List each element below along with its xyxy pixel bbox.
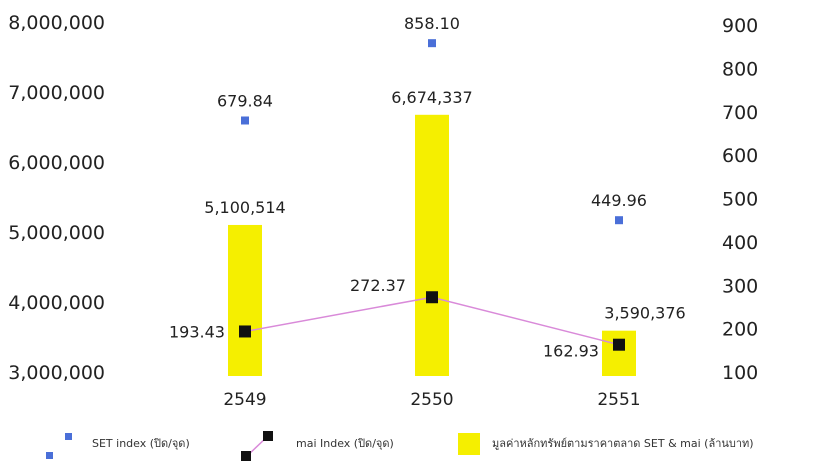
- right-tick-label: 500: [722, 189, 758, 211]
- mai-index-point: [426, 291, 438, 304]
- right-tick-label: 900: [722, 15, 758, 37]
- legend-set-label: SET index (ปิด/จุด): [92, 437, 190, 450]
- bar-value-label: 5,100,514: [204, 198, 285, 217]
- legend-bar-label: มูลค่าหลักทรัพย์ตามราคาตลาด SET & mai (ล…: [492, 437, 754, 450]
- set-index-label: 449.96: [591, 191, 647, 210]
- set-index-point: [615, 216, 623, 225]
- bar-value-label: 3,590,376: [604, 304, 685, 323]
- x-axis-labels: 2549 2550 2551: [223, 390, 640, 410]
- left-tick-label: 8,000,000: [8, 12, 105, 34]
- market-value-bar: [415, 114, 449, 376]
- set-index-label: 858.10: [404, 14, 460, 33]
- bars: [228, 114, 636, 376]
- legend-set-swatch: [46, 452, 53, 459]
- legend-market-value: มูลค่าหลักทรัพย์ตามราคาตลาด SET & mai (ล…: [458, 433, 754, 455]
- category-label: 2551: [597, 390, 640, 410]
- legend-bar-swatch: [458, 433, 480, 455]
- legend-mai-label: mai Index (ปิด/จุด): [296, 437, 394, 450]
- market-value-bar: [602, 330, 636, 376]
- left-tick-label: 4,000,000: [8, 292, 105, 314]
- legend-mai-swatch: [263, 431, 273, 441]
- market-value-bar: [228, 224, 262, 376]
- category-label: 2550: [410, 390, 453, 410]
- data-labels: 5,100,514 6,674,337 3,590,376 679.84 858.10 4…: [169, 14, 686, 361]
- category-label: 2549: [223, 390, 266, 410]
- right-tick-label: 200: [722, 319, 758, 341]
- legend-set-index: SET index (ปิด/จุด): [46, 433, 190, 459]
- right-tick-label: 600: [722, 145, 758, 167]
- legend-set-swatch: [65, 433, 72, 440]
- bar-value-label: 6,674,337: [391, 88, 472, 107]
- right-axis-ticks: 100 200 300 400 500 600 700 800 900: [722, 15, 758, 384]
- right-tick-label: 300: [722, 275, 758, 297]
- mai-index-point: [613, 338, 625, 351]
- mai-index-label: 193.43: [169, 322, 225, 341]
- right-tick-label: 100: [722, 362, 758, 384]
- mai-index-label: 272.37: [350, 276, 406, 295]
- mai-index-point: [239, 325, 251, 338]
- mai-index-label: 162.93: [543, 342, 599, 361]
- left-tick-label: 5,000,000: [8, 222, 105, 244]
- legend: SET index (ปิด/จุด) mai Index (ปิด/จุด) มู…: [46, 431, 754, 461]
- right-tick-label: 800: [722, 58, 758, 80]
- legend-mai-swatch: [241, 451, 251, 461]
- left-tick-label: 3,000,000: [8, 362, 105, 384]
- set-index-point: [428, 39, 436, 48]
- legend-mai-index: mai Index (ปิด/จุด): [241, 431, 394, 461]
- set-index-point: [241, 116, 249, 125]
- set-index-label: 679.84: [217, 91, 273, 110]
- left-tick-label: 6,000,000: [8, 152, 105, 174]
- right-tick-label: 400: [722, 232, 758, 254]
- left-tick-label: 7,000,000: [8, 82, 105, 104]
- left-axis-ticks: 3,000,000 4,000,000 5,000,000 6,000,000 7,00…: [8, 12, 105, 384]
- right-tick-label: 700: [722, 102, 758, 124]
- points: [239, 39, 625, 351]
